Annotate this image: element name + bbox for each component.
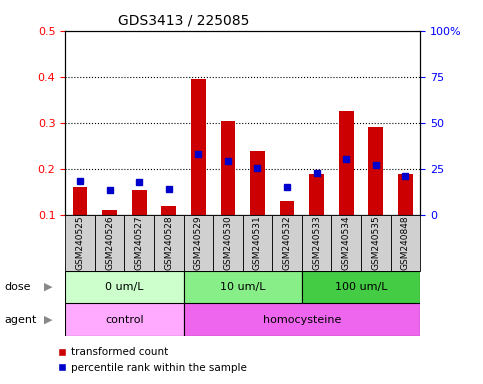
Text: dose: dose xyxy=(5,282,31,292)
Text: 10 um/L: 10 um/L xyxy=(220,282,266,292)
Bar xyxy=(302,271,420,303)
Text: control: control xyxy=(105,314,143,325)
Text: GSM240526: GSM240526 xyxy=(105,215,114,270)
Bar xyxy=(132,190,146,215)
Bar xyxy=(161,206,176,215)
Text: 0 um/L: 0 um/L xyxy=(105,282,143,292)
Bar xyxy=(331,215,361,271)
Text: GSM240530: GSM240530 xyxy=(224,215,232,270)
Text: agent: agent xyxy=(5,314,37,325)
Text: ▶: ▶ xyxy=(44,282,53,292)
Bar xyxy=(184,215,213,271)
Bar xyxy=(184,303,420,336)
Bar xyxy=(391,215,420,271)
Bar xyxy=(221,121,235,215)
Bar xyxy=(369,127,383,215)
Text: GSM240535: GSM240535 xyxy=(371,215,380,270)
Bar xyxy=(184,271,302,303)
Text: GSM240532: GSM240532 xyxy=(283,215,292,270)
Text: homocysteine: homocysteine xyxy=(263,314,341,325)
Text: GSM240527: GSM240527 xyxy=(135,215,143,270)
Bar xyxy=(272,215,302,271)
Bar xyxy=(65,215,95,271)
Bar xyxy=(125,215,154,271)
Bar xyxy=(213,215,242,271)
Bar xyxy=(302,215,331,271)
Text: GDS3413 / 225085: GDS3413 / 225085 xyxy=(118,13,249,27)
Bar xyxy=(95,215,125,271)
Bar xyxy=(72,187,87,215)
Text: ▶: ▶ xyxy=(44,314,53,325)
Bar xyxy=(309,174,324,215)
Bar xyxy=(154,215,184,271)
Bar xyxy=(250,151,265,215)
Bar xyxy=(102,210,117,215)
Text: GSM240525: GSM240525 xyxy=(75,215,85,270)
Legend: transformed count, percentile rank within the sample: transformed count, percentile rank withi… xyxy=(54,343,251,377)
Bar xyxy=(280,201,295,215)
Text: GSM240534: GSM240534 xyxy=(342,215,351,270)
Bar xyxy=(191,79,206,215)
Text: GSM240531: GSM240531 xyxy=(253,215,262,270)
Text: GSM240529: GSM240529 xyxy=(194,215,203,270)
Text: GSM240848: GSM240848 xyxy=(401,215,410,270)
Bar xyxy=(65,303,184,336)
Bar xyxy=(339,111,354,215)
Bar xyxy=(242,215,272,271)
Text: 100 um/L: 100 um/L xyxy=(335,282,387,292)
Bar xyxy=(398,174,413,215)
Bar xyxy=(361,215,391,271)
Text: GSM240533: GSM240533 xyxy=(312,215,321,270)
Text: GSM240528: GSM240528 xyxy=(164,215,173,270)
Bar xyxy=(65,271,184,303)
